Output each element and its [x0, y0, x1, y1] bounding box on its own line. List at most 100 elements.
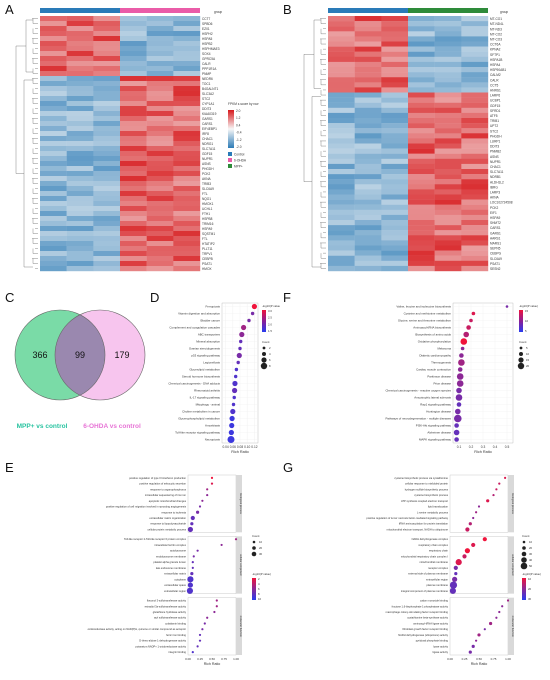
- heatmap-cell: [93, 111, 121, 117]
- go-bubble-point: [482, 537, 487, 542]
- go-bubble-point: [464, 548, 470, 554]
- heatmap-cell: [434, 123, 462, 129]
- x-tick-label: 0.1: [457, 445, 462, 449]
- go-bubble-point: [475, 511, 478, 514]
- go-bubble-point: [196, 510, 200, 514]
- heatmap-cell: [120, 136, 147, 142]
- heatmap-cell: [120, 156, 147, 162]
- gene-label: AKNA: [490, 196, 500, 200]
- go-term-label: response to ischemia: [161, 510, 186, 514]
- heatmap-cell: [40, 101, 67, 107]
- x-axis-label: Rich Ratio: [204, 662, 221, 666]
- heatmap-cell: [434, 245, 462, 251]
- term-label: Melanoma: [438, 347, 452, 351]
- bubble-point: [454, 414, 462, 423]
- heatmap-cell: [120, 41, 147, 47]
- bubble-point: [453, 429, 460, 436]
- heatmap-cell: [381, 174, 409, 180]
- x-tick-label: 0.06: [230, 445, 236, 449]
- heatmap-cell: [93, 36, 121, 42]
- go-bubble-point: [213, 610, 216, 614]
- go-term-label: aminoacyl-tRNA ligase activity: [413, 621, 448, 625]
- heatmap-cell: [40, 36, 67, 42]
- heatmap-cell: [354, 260, 382, 267]
- heatmap-cell: [66, 91, 94, 97]
- heatmap-cell: [408, 82, 435, 88]
- heatmap-cell: [381, 16, 409, 22]
- heatmap-cell: [93, 221, 121, 227]
- heatmap-cell: [328, 107, 355, 114]
- heatmap-cell: [66, 31, 94, 37]
- heatmap-cell: [328, 77, 355, 83]
- heatmap-cell: [328, 225, 355, 231]
- heatmap-cell: [328, 158, 355, 165]
- heatmap-cell: [408, 148, 435, 154]
- heatmap-cell: [66, 106, 94, 112]
- group-legend-label: MPP+: [234, 165, 243, 169]
- heatmap-cell: [66, 46, 94, 52]
- heatmap-cell: [461, 260, 489, 267]
- heatmap-cell: [381, 250, 409, 256]
- heatmap-cell: [93, 51, 121, 57]
- term-label: IL-17 signaling pathway: [190, 396, 221, 400]
- dendrogram-branch: [311, 96, 321, 268]
- term-label: Ovarian steroidogenesis: [189, 347, 221, 351]
- heatmap-cell: [146, 231, 174, 237]
- go-bubble-point: [196, 645, 199, 648]
- gene-label: PHGDH: [490, 134, 502, 138]
- term-label: p53 signaling pathway: [191, 354, 220, 358]
- gene-label: CCT5: [490, 83, 499, 87]
- go-bubble-point: [506, 599, 510, 602]
- heatmap-cell: [40, 231, 67, 237]
- heatmap-cell: [120, 66, 147, 72]
- go-term-label: integral component of plasma membrane: [401, 589, 449, 593]
- go-term-label: L-serine metabolic process: [417, 510, 449, 514]
- heatmap-cell: [120, 26, 147, 32]
- heatmap-cell: [461, 67, 489, 73]
- dendrogram-branch: [15, 45, 26, 174]
- go-bubble-point: [472, 516, 475, 520]
- heatmap-cell: [434, 235, 462, 241]
- heatmap-cell: [381, 107, 409, 114]
- heatmap-cell: [461, 245, 489, 251]
- go-term-label: response to organophosphorus: [150, 487, 187, 491]
- heatmap-cell: [408, 225, 435, 231]
- gene-label: PSAT1: [490, 262, 500, 266]
- heatmap-cell: [120, 106, 147, 112]
- heatmap-cell: [146, 156, 174, 162]
- gene-label: CALR: [490, 78, 499, 82]
- heatmap-cell: [328, 230, 355, 236]
- gene-label: AKNA: [202, 177, 212, 181]
- heatmap-cell: [328, 36, 355, 42]
- color-legend-tick: 10: [528, 577, 532, 581]
- heatmap-cell: [408, 163, 435, 170]
- heatmap-cell: [461, 240, 489, 246]
- heatmap-cell: [381, 199, 409, 205]
- heatmap-cell: [328, 163, 355, 170]
- heatmap-cell: [434, 220, 462, 226]
- term-label: Chemical carcinogenesis - DNA adducts: [168, 382, 220, 386]
- term-label: Choline metabolism in cancer: [182, 410, 220, 414]
- heatmap-cell: [354, 163, 382, 170]
- gene-label: LOC102724508: [490, 201, 513, 205]
- heatmap-cell: [434, 56, 462, 63]
- heatmap-cell: [66, 51, 94, 57]
- heatmap-cell: [461, 82, 489, 88]
- heatmap-cell: [328, 194, 355, 200]
- heatmap-cell: [66, 166, 94, 172]
- term-label: MAPK signaling pathway: [419, 438, 452, 442]
- go-bubble-point: [191, 561, 194, 564]
- heatmap-cell: [381, 260, 409, 267]
- go-term-label: response to lipopolysaccharide: [150, 522, 186, 526]
- heatmap-cell: [146, 91, 174, 97]
- heatmap-cell: [354, 97, 382, 103]
- heatmap-cell: [173, 221, 201, 227]
- bubble-point: [251, 303, 257, 310]
- heatmap-cell: [354, 148, 382, 154]
- heatmap-cell: [434, 138, 462, 144]
- heatmap-cell: [381, 138, 409, 144]
- heatmap-cell: [93, 201, 121, 207]
- heatmap-cell: [40, 146, 67, 152]
- heatmap-cell: [408, 16, 435, 22]
- heatmap-cell: [328, 174, 355, 180]
